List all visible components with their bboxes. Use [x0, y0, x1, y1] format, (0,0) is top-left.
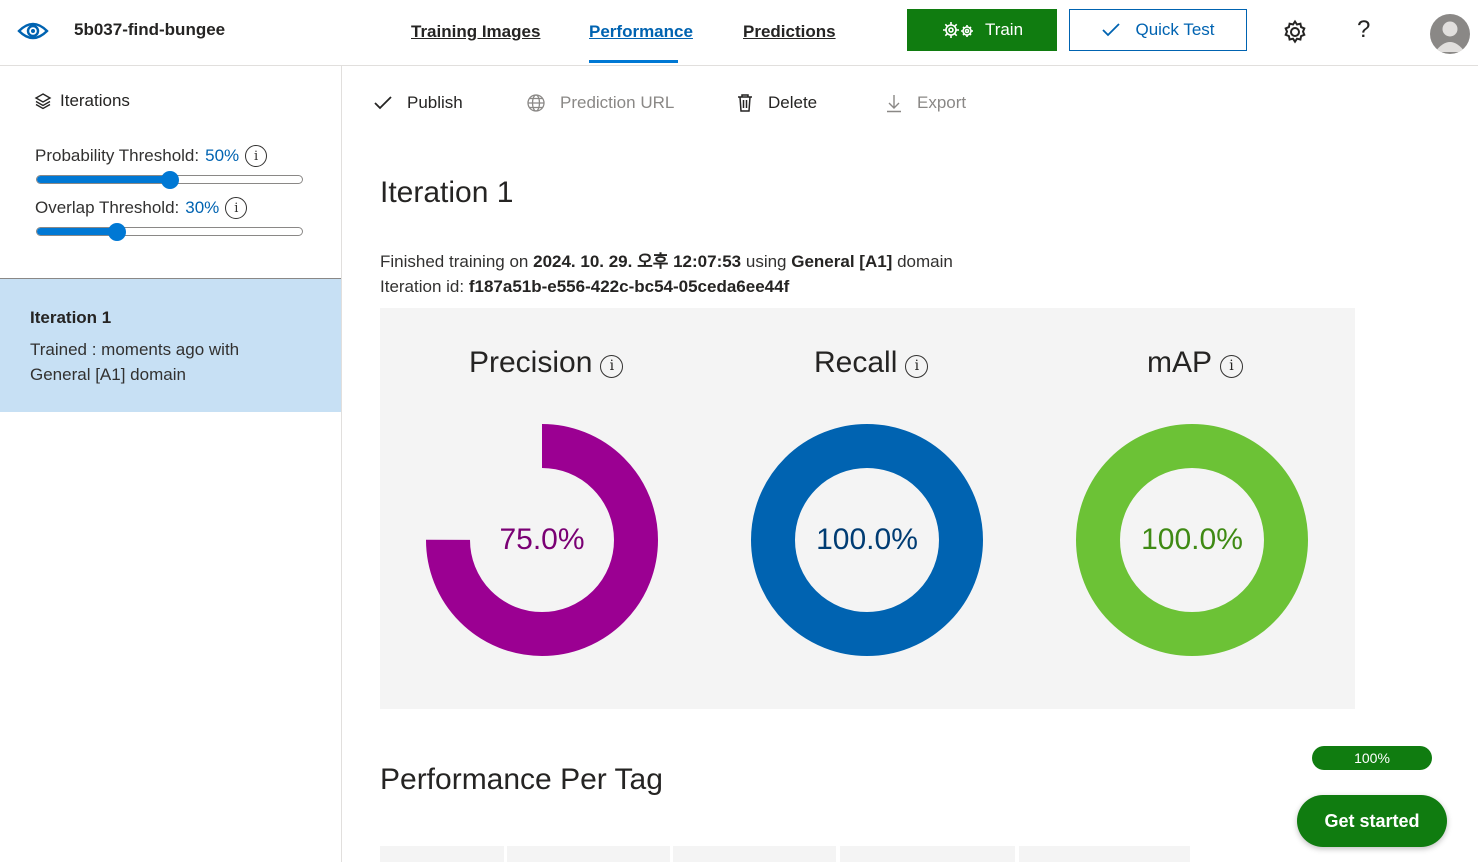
iteration-id-label: Iteration id:	[380, 277, 465, 296]
performance-per-tag-title: Performance Per Tag	[380, 763, 663, 796]
page-title: Iteration 1	[380, 176, 514, 209]
recall-title: Recall i	[814, 346, 929, 380]
publish-label: Publish	[407, 93, 463, 112]
slider-thumb[interactable]	[107, 223, 126, 241]
overlap-threshold-slider[interactable]	[36, 223, 303, 241]
slider-fill	[37, 176, 170, 183]
training-finished-line: Finished training on 2024. 10. 29. 오후 12…	[380, 249, 953, 274]
publish-button[interactable]: Publish	[373, 93, 463, 113]
map-title-text: mAP	[1147, 346, 1213, 379]
slider-thumb[interactable]	[160, 171, 179, 189]
overlap-threshold-label: Overlap Threshold: 30% i	[35, 197, 248, 219]
precision-title: Precision i	[469, 346, 624, 380]
using-text: using	[745, 252, 787, 271]
prediction-url-label: Prediction URL	[560, 93, 675, 112]
export-label: Export	[917, 93, 967, 112]
avatar[interactable]	[1430, 14, 1470, 54]
precision-donut: 75.0%	[426, 424, 658, 656]
help-button[interactable]: ?	[1357, 16, 1371, 43]
map-donut: 100.0%	[1076, 424, 1308, 656]
precision-title-text: Precision	[469, 346, 593, 379]
progress-badge: 100%	[1312, 746, 1432, 770]
map-title: mAP i	[1147, 346, 1244, 380]
sidebar: Iterations Probability Threshold: 50% i …	[0, 66, 342, 862]
finished-prefix: Finished training on	[380, 252, 529, 271]
info-icon[interactable]: i	[1220, 354, 1244, 378]
project-name: 5b037-find-bungee	[74, 20, 226, 39]
domain-suffix: domain	[897, 252, 953, 271]
iterations-label: Iterations	[60, 91, 130, 110]
slider-fill	[37, 228, 117, 235]
recall-value: 100.0%	[816, 523, 918, 556]
trash-icon	[738, 94, 752, 112]
recall-title-text: Recall	[814, 346, 898, 379]
info-icon[interactable]: i	[245, 145, 268, 167]
info-icon[interactable]: i	[600, 354, 624, 378]
download-icon	[887, 95, 901, 113]
finished-date: 2024. 10. 29. 오후 12:07:53	[533, 252, 742, 271]
donut-chart	[1076, 424, 1308, 656]
info-icon[interactable]: i	[225, 197, 248, 219]
table-header-cell	[380, 846, 504, 862]
train-label: Train	[984, 20, 1024, 39]
probability-threshold-slider[interactable]	[36, 171, 303, 189]
iteration-card-title: Iteration 1	[30, 308, 112, 327]
precision-value: 75.0%	[499, 523, 585, 556]
tab-training-images[interactable]: Training Images	[411, 22, 541, 41]
settings-gear-icon[interactable]	[1282, 19, 1308, 45]
active-tab-indicator	[589, 60, 678, 63]
user-avatar-icon	[1435, 21, 1465, 52]
tab-predictions[interactable]: Predictions	[743, 22, 836, 41]
info-icon[interactable]: i	[905, 354, 929, 378]
iteration-id-value: f187a51b-e556-422c-bc54-05ceda6ee44f	[468, 277, 790, 296]
gears-icon	[942, 22, 973, 38]
delete-label: Delete	[768, 93, 818, 112]
delete-button[interactable]: Delete	[736, 93, 817, 113]
training-info: Finished training on 2024. 10. 29. 오후 12…	[380, 249, 953, 299]
get-started-button[interactable]: Get started	[1297, 795, 1447, 847]
train-button[interactable]: Train	[907, 9, 1057, 51]
probability-threshold-label: Probability Threshold: 50% i	[35, 145, 268, 167]
iteration-id-line: Iteration id: f187a51b-e556-422c-bc54-05…	[380, 274, 953, 299]
layers-icon	[34, 93, 52, 110]
divider	[0, 278, 341, 279]
quick-test-button[interactable]: Quick Test	[1069, 9, 1247, 51]
table-header-cell	[507, 846, 670, 862]
donut-chart	[426, 424, 658, 656]
table-header-cell	[673, 846, 836, 862]
table-header-cell	[1019, 846, 1190, 862]
top-bar: 5b037-find-bungee Training Images Perfor…	[0, 0, 1478, 66]
export-button[interactable]: Export	[885, 93, 966, 113]
quick-test-label: Quick Test	[1135, 20, 1215, 39]
iteration-card[interactable]: Iteration 1 Trained : moments ago with G…	[0, 279, 341, 412]
tab-performance[interactable]: Performance	[589, 22, 693, 41]
overlap-threshold-text: Overlap Threshold:	[35, 198, 180, 217]
metrics-panel: Precision i Recall i mAP i 75.0% 100.0% …	[380, 308, 1355, 709]
domain-name: General [A1]	[791, 252, 893, 271]
prediction-url-button[interactable]: Prediction URL	[526, 93, 674, 113]
eye-icon[interactable]	[17, 17, 49, 45]
checkmark-icon	[1102, 23, 1121, 37]
iterations-header: Iterations	[34, 91, 130, 111]
checkmark-icon	[374, 96, 392, 110]
globe-icon	[527, 94, 545, 112]
recall-donut: 100.0%	[751, 424, 983, 656]
map-value: 100.0%	[1141, 523, 1243, 556]
table-header-cell	[840, 846, 1015, 862]
probability-threshold-value: 50%	[205, 146, 240, 165]
iteration-card-description: Trained : moments ago with General [A1] …	[30, 340, 240, 384]
overlap-threshold-value: 30%	[185, 198, 220, 217]
probability-threshold-text: Probability Threshold:	[35, 146, 200, 165]
donut-chart	[751, 424, 983, 656]
